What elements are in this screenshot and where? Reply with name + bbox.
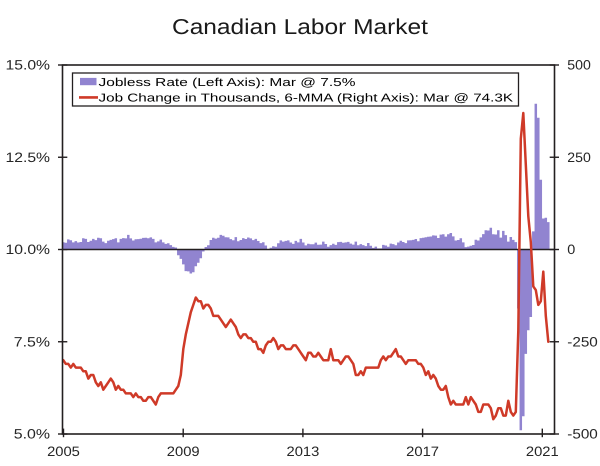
svg-text:2005: 2005	[47, 444, 80, 459]
svg-text:Job Change in Thousands, 6-MMA: Job Change in Thousands, 6-MMA (Right Ax…	[99, 93, 514, 105]
svg-text:7.5%: 7.5%	[14, 334, 50, 349]
svg-text:5.0%: 5.0%	[14, 427, 50, 442]
svg-text:250: 250	[567, 150, 591, 165]
svg-text:-250: -250	[567, 334, 598, 349]
svg-text:10.0%: 10.0%	[6, 242, 51, 257]
svg-text:Canadian Labor Market: Canadian Labor Market	[172, 15, 428, 39]
svg-text:15.0%: 15.0%	[6, 58, 51, 73]
svg-text:0: 0	[567, 242, 575, 257]
svg-text:12.5%: 12.5%	[6, 150, 51, 165]
svg-text:2009: 2009	[167, 444, 200, 459]
svg-text:-500: -500	[567, 427, 598, 442]
svg-text:2017: 2017	[406, 444, 439, 459]
svg-text:2013: 2013	[287, 444, 320, 459]
svg-text:Jobless Rate (Left Axis): Mar: Jobless Rate (Left Axis): Mar @ 7.5%	[99, 77, 356, 89]
svg-text:500: 500	[567, 58, 591, 73]
svg-text:2021: 2021	[526, 444, 559, 459]
